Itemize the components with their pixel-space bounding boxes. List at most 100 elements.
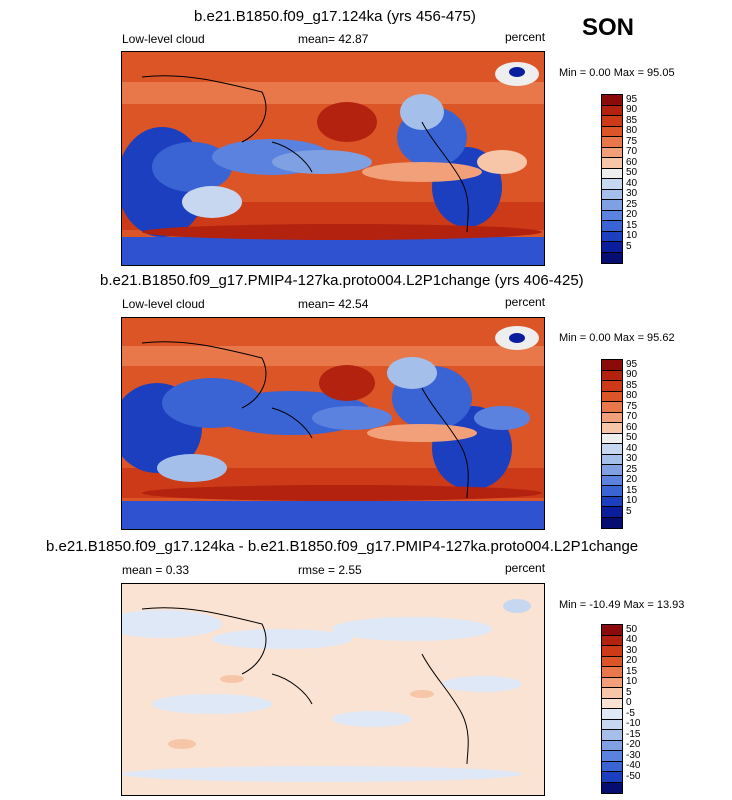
colorbar-tick-label: 85 (626, 379, 638, 391)
colorbar-swatch (602, 158, 622, 169)
colorbar-swatch (602, 168, 622, 179)
colorbar-tick-label: 40 (626, 442, 638, 454)
colorbar-tick-label: -50 (626, 770, 641, 782)
colorbar-swatch (602, 360, 622, 371)
colorbar-tick-label: 10 (626, 676, 638, 687)
colorbar-tick-label: -20 (626, 739, 641, 750)
colorbar-tick-label: 60 (626, 156, 638, 168)
panel-1-colorbar (601, 94, 623, 264)
colorbar-swatch (602, 698, 622, 709)
panel-3-mean: mean = 0.33 (122, 563, 190, 577)
colorbar-tick-label: 5 (626, 240, 632, 252)
colorbar-tick-label: 25 (626, 463, 638, 475)
colorbar-tick-label: 40 (626, 634, 638, 645)
colorbar-swatch (602, 730, 622, 741)
panel-3-map (121, 583, 545, 796)
colorbar-swatch (602, 646, 622, 657)
colorbar-tick-label: 20 (626, 209, 638, 220)
colorbar-tick-label: 85 (626, 114, 638, 126)
colorbar-tick-label: 10 (626, 495, 638, 506)
season-label: SON (582, 14, 635, 41)
colorbar-tick-label: 15 (626, 219, 638, 231)
colorbar-tick-label: 70 (626, 146, 638, 157)
panel-1-map (121, 51, 545, 266)
colorbar-tick-label: 95 (626, 93, 638, 105)
colorbar-swatch (602, 751, 622, 762)
colorbar-tick-label: -5 (626, 707, 635, 719)
colorbar-tick-label: 25 (626, 198, 638, 210)
colorbar-tick-label: 15 (626, 665, 638, 677)
colorbar-swatch (602, 667, 622, 678)
colorbar-swatch (602, 105, 622, 116)
panel-1-units: percent (505, 30, 546, 44)
colorbar-tick-label: 5 (626, 505, 632, 517)
colorbar-tick-label: 90 (626, 369, 638, 380)
colorbar-tick-label: 30 (626, 644, 638, 656)
colorbar-swatch (602, 402, 622, 413)
colorbar-tick-label: 75 (626, 135, 638, 147)
colorbar-swatch (602, 433, 622, 444)
colorbar-swatch (602, 210, 622, 221)
colorbar-tick-label: 20 (626, 474, 638, 485)
colorbar-swatch (602, 772, 622, 783)
panel-1-title: b.e21.B1850.f09_g17.124ka (yrs 456-475) (194, 8, 476, 25)
colorbar-swatch (602, 242, 622, 253)
colorbar-swatch (602, 200, 622, 211)
colorbar-swatch (602, 126, 622, 137)
panel-3-colorbar (601, 624, 623, 794)
colorbar-tick-label: 30 (626, 453, 638, 464)
colorbar-tick-label: -30 (626, 749, 641, 761)
colorbar-swatch (602, 381, 622, 392)
colorbar-swatch (602, 740, 622, 751)
colorbar-tick-label: 20 (626, 655, 638, 666)
colorbar-swatch (602, 465, 622, 476)
colorbar-swatch (602, 761, 622, 772)
colorbar-tick-label: 80 (626, 125, 638, 136)
colorbar-tick-label: -10 (626, 718, 641, 729)
panel-2-colorbar (601, 359, 623, 529)
colorbar-swatch (602, 656, 622, 667)
colorbar-swatch (602, 517, 622, 528)
colorbar-swatch (602, 412, 622, 423)
panel-3-rmse: rmse = 2.55 (298, 563, 362, 577)
colorbar-swatch (602, 444, 622, 455)
colorbar-swatch (602, 137, 622, 148)
colorbar-tick-label: 10 (626, 230, 638, 241)
colorbar-tick-label: 15 (626, 484, 638, 496)
panel-2-units: percent (505, 295, 546, 309)
colorbar-tick-label: 95 (626, 358, 638, 370)
colorbar-swatch (602, 782, 622, 793)
colorbar-swatch (602, 454, 622, 465)
panel-2-minmax: Min = 0.00 Max = 95.62 (559, 332, 675, 344)
panel-2-mean: mean= 42.54 (298, 297, 369, 311)
panel-2-variable-label: Low-level cloud (122, 297, 205, 311)
colorbar-tick-label: 50 (626, 623, 638, 635)
panel-3-title: b.e21.B1850.f09_g17.124ka - b.e21.B1850.… (46, 538, 639, 555)
colorbar-swatch (602, 252, 622, 263)
colorbar-tick-label: 40 (626, 177, 638, 189)
colorbar-swatch (602, 147, 622, 158)
colorbar-swatch (602, 475, 622, 486)
colorbar-tick-label: 50 (626, 432, 638, 443)
colorbar-swatch (602, 423, 622, 434)
colorbar-swatch (602, 625, 622, 636)
colorbar-tick-label: -15 (626, 728, 641, 740)
colorbar-swatch (602, 496, 622, 507)
colorbar-swatch (602, 391, 622, 402)
colorbar-tick-label: 50 (626, 167, 638, 178)
colorbar-swatch (602, 688, 622, 699)
colorbar-tick-label: 60 (626, 421, 638, 433)
colorbar-tick-label: 80 (626, 390, 638, 401)
panel-1-mean: mean= 42.87 (298, 32, 369, 46)
colorbar-swatch (602, 507, 622, 518)
panel-2-title: b.e21.B1850.f09_g17.PMIP4-127ka.proto004… (100, 272, 584, 289)
colorbar-tick-label: 0 (626, 697, 632, 708)
colorbar-tick-label: 5 (626, 686, 632, 698)
colorbar-swatch (602, 231, 622, 242)
colorbar-tick-label: 70 (626, 411, 638, 422)
panel-1-minmax: Min = 0.00 Max = 95.05 (559, 67, 675, 79)
colorbar-tick-label: 90 (626, 104, 638, 115)
colorbar-tick-label: -40 (626, 760, 641, 771)
colorbar-tick-label: 75 (626, 400, 638, 412)
colorbar-swatch (602, 635, 622, 646)
